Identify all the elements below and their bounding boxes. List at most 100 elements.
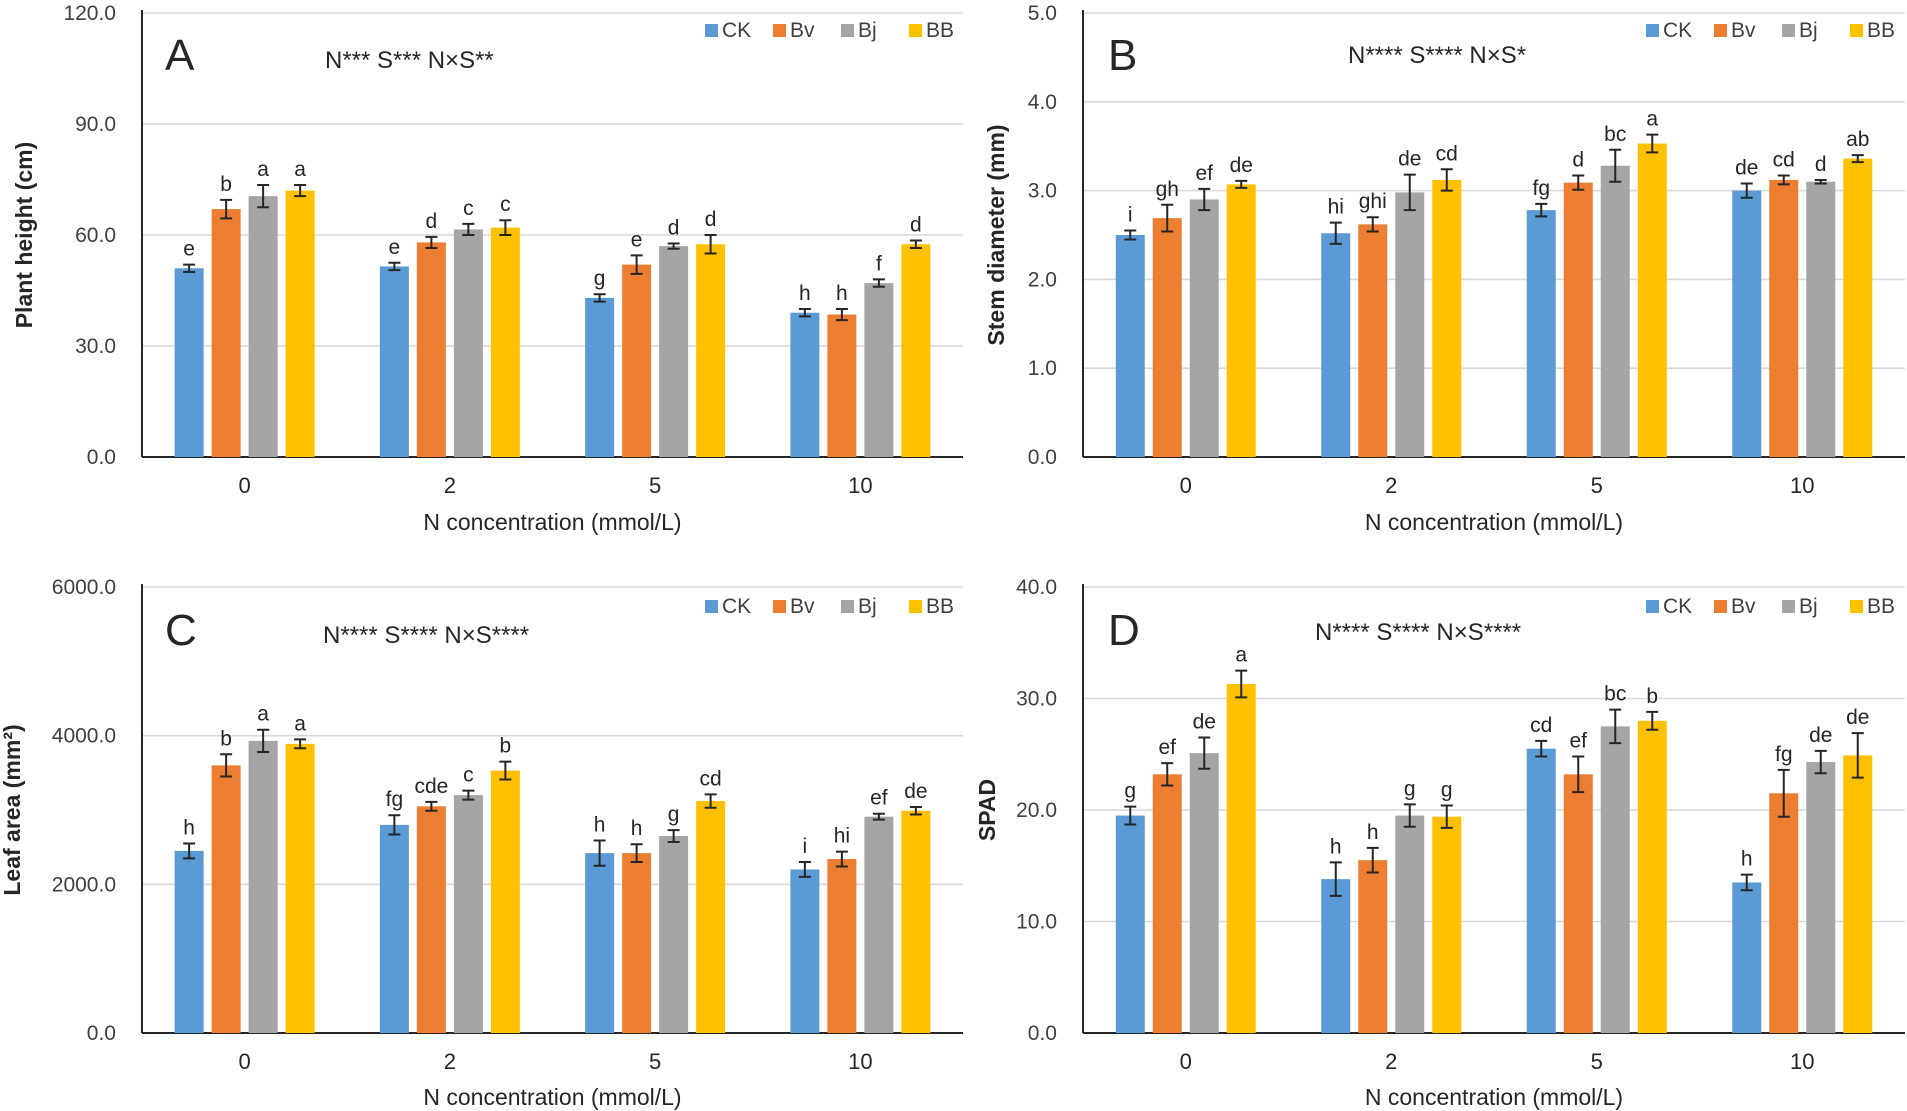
bar-ck [1115, 815, 1145, 1033]
legend: CK Bv Bj BB [1646, 595, 1895, 618]
bar-ck [585, 853, 615, 1033]
legend-label: Bv [1731, 595, 1756, 618]
error-bar [1403, 173, 1416, 212]
bar-bb [696, 244, 726, 457]
bar-ck [174, 850, 204, 1033]
significance-letter: e [389, 236, 401, 259]
x-tick-label: 10 [848, 473, 872, 498]
significance-letter: b [1646, 685, 1658, 708]
significance-letter: c [463, 764, 474, 787]
x-tick-label: 5 [649, 473, 661, 498]
y-tick-label: 90.0 [75, 113, 116, 136]
legend-swatch [1782, 24, 1795, 37]
significance-letter: i [803, 835, 808, 858]
error-bar [1740, 873, 1753, 892]
bar-bj [1600, 165, 1630, 457]
legend-label: BB [1867, 19, 1895, 42]
bar-bj [453, 229, 483, 457]
error-bar [425, 235, 438, 249]
bar-ck [1321, 233, 1351, 457]
bar-bb [1843, 158, 1873, 457]
bar-bj [659, 246, 689, 457]
legend-swatch [705, 24, 718, 37]
x-tick-label: 2 [1385, 473, 1397, 498]
bar-ck [790, 312, 820, 457]
significance-letter: de [1193, 711, 1216, 734]
error-bar [1198, 187, 1211, 212]
error-bar [183, 263, 196, 273]
x-tick-label: 0 [1180, 1049, 1192, 1074]
error-bar [1572, 755, 1585, 794]
significance-text: N**** S**** N×S**** [323, 622, 529, 649]
legend-label: BB [926, 19, 954, 42]
panel-a: 0.0 30.0 60.0 90.0 120.0 0 e b a a 2 e d c c 5 g e d d 10 h h f… [11, 2, 963, 535]
significance-letter: h [594, 813, 606, 836]
error-bar [704, 234, 717, 255]
significance-text: N**** S**** N×S* [1348, 42, 1526, 69]
significance-letter: a [257, 703, 269, 726]
error-bar [835, 850, 848, 868]
legend-label: CK [722, 595, 751, 618]
error-bar [667, 242, 680, 250]
significance-letter: d [668, 217, 680, 240]
significance-letter: ef [1158, 736, 1176, 759]
x-axis-title: N concentration (mmol/L) [1365, 509, 1623, 535]
significance-letter: fg [1775, 743, 1793, 766]
significance-letter: a [1235, 644, 1247, 667]
y-tick-label: 2.0 [1028, 268, 1057, 291]
error-bar [1124, 805, 1137, 826]
significance-letter: g [1404, 777, 1416, 800]
y-tick-label: 0.0 [87, 1022, 116, 1045]
error-bar [630, 254, 643, 275]
error-bar [1535, 202, 1548, 218]
significance-letter: ef [870, 787, 888, 810]
panel-letter: B [1108, 31, 1137, 80]
bar-ck [1732, 190, 1762, 457]
bar-bj [659, 836, 689, 1033]
bar-bj [1600, 726, 1630, 1033]
y-tick-label: 3.0 [1028, 180, 1057, 203]
error-bar [294, 184, 307, 198]
significance-letter: cd [1530, 714, 1552, 737]
error-bar [630, 843, 643, 864]
bar-bv [1563, 182, 1593, 457]
significance-letter: ghi [1359, 190, 1387, 213]
x-tick-label: 10 [1790, 473, 1814, 498]
significance-letter: d [1572, 149, 1584, 172]
x-tick-label: 2 [1385, 1049, 1397, 1074]
significance-letter: cde [414, 775, 448, 798]
error-bar [388, 261, 401, 272]
bar-bb [696, 801, 726, 1033]
x-tick-label: 5 [1591, 1049, 1603, 1074]
error-bar [704, 793, 717, 809]
bar-bj [1395, 815, 1425, 1033]
error-bar [1814, 749, 1827, 775]
legend-swatch [1850, 24, 1863, 37]
error-bar [499, 219, 512, 236]
y-tick-label: 30.0 [1016, 688, 1057, 711]
legend-label: CK [722, 19, 751, 42]
y-tick-label: 0.0 [1028, 446, 1057, 469]
y-tick-label: 0.0 [1028, 1022, 1057, 1045]
error-bar [1572, 174, 1585, 191]
legend-label: Bj [858, 595, 877, 618]
error-bar [872, 278, 885, 288]
legend-swatch [1714, 24, 1727, 37]
bar-bj [1189, 753, 1219, 1033]
panel-letter: A [165, 31, 195, 80]
legend: CK Bv Bj BB [705, 595, 954, 618]
bar-bj [1806, 762, 1836, 1033]
significance-letter: cd [1436, 142, 1458, 165]
x-tick-label: 0 [239, 473, 251, 498]
x-tick-label: 2 [444, 473, 456, 498]
error-bar [835, 308, 848, 322]
y-tick-label: 0.0 [87, 446, 116, 469]
significance-letter: bc [1604, 123, 1626, 146]
error-bar [294, 738, 307, 750]
error-bar [1777, 174, 1790, 186]
significance-letter: b [220, 173, 232, 196]
error-bar [1403, 803, 1416, 828]
x-tick-label: 5 [649, 1049, 661, 1074]
error-bar [1777, 768, 1790, 818]
legend-label: Bv [790, 19, 815, 42]
